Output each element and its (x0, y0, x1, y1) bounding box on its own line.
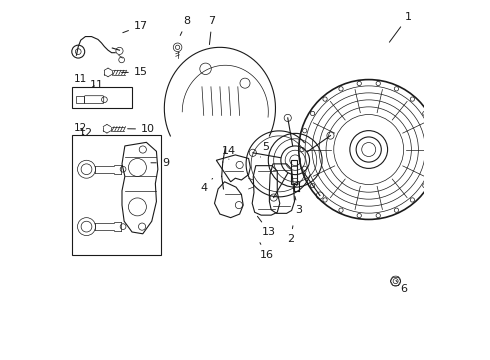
Bar (72, 87, 132, 108)
Text: 8: 8 (180, 17, 191, 36)
Text: 17: 17 (123, 21, 148, 33)
Text: 4: 4 (200, 179, 213, 193)
Text: 7: 7 (208, 17, 216, 45)
Text: 12: 12 (79, 129, 94, 138)
Text: 10: 10 (127, 124, 155, 134)
Text: 3: 3 (295, 196, 302, 216)
Text: 12: 12 (74, 123, 87, 133)
Text: 14: 14 (221, 146, 236, 159)
Text: 13: 13 (257, 216, 276, 237)
Text: 16: 16 (259, 243, 273, 260)
Text: 15: 15 (122, 67, 148, 77)
Text: 11: 11 (74, 75, 87, 85)
Text: 1: 1 (390, 12, 412, 42)
Text: 6: 6 (396, 280, 407, 294)
Text: 5: 5 (260, 141, 269, 157)
Text: 2: 2 (287, 226, 294, 244)
Bar (76, 96, 84, 103)
Text: 9: 9 (151, 158, 169, 168)
Text: 11: 11 (90, 80, 104, 90)
Bar (72, 135, 161, 255)
